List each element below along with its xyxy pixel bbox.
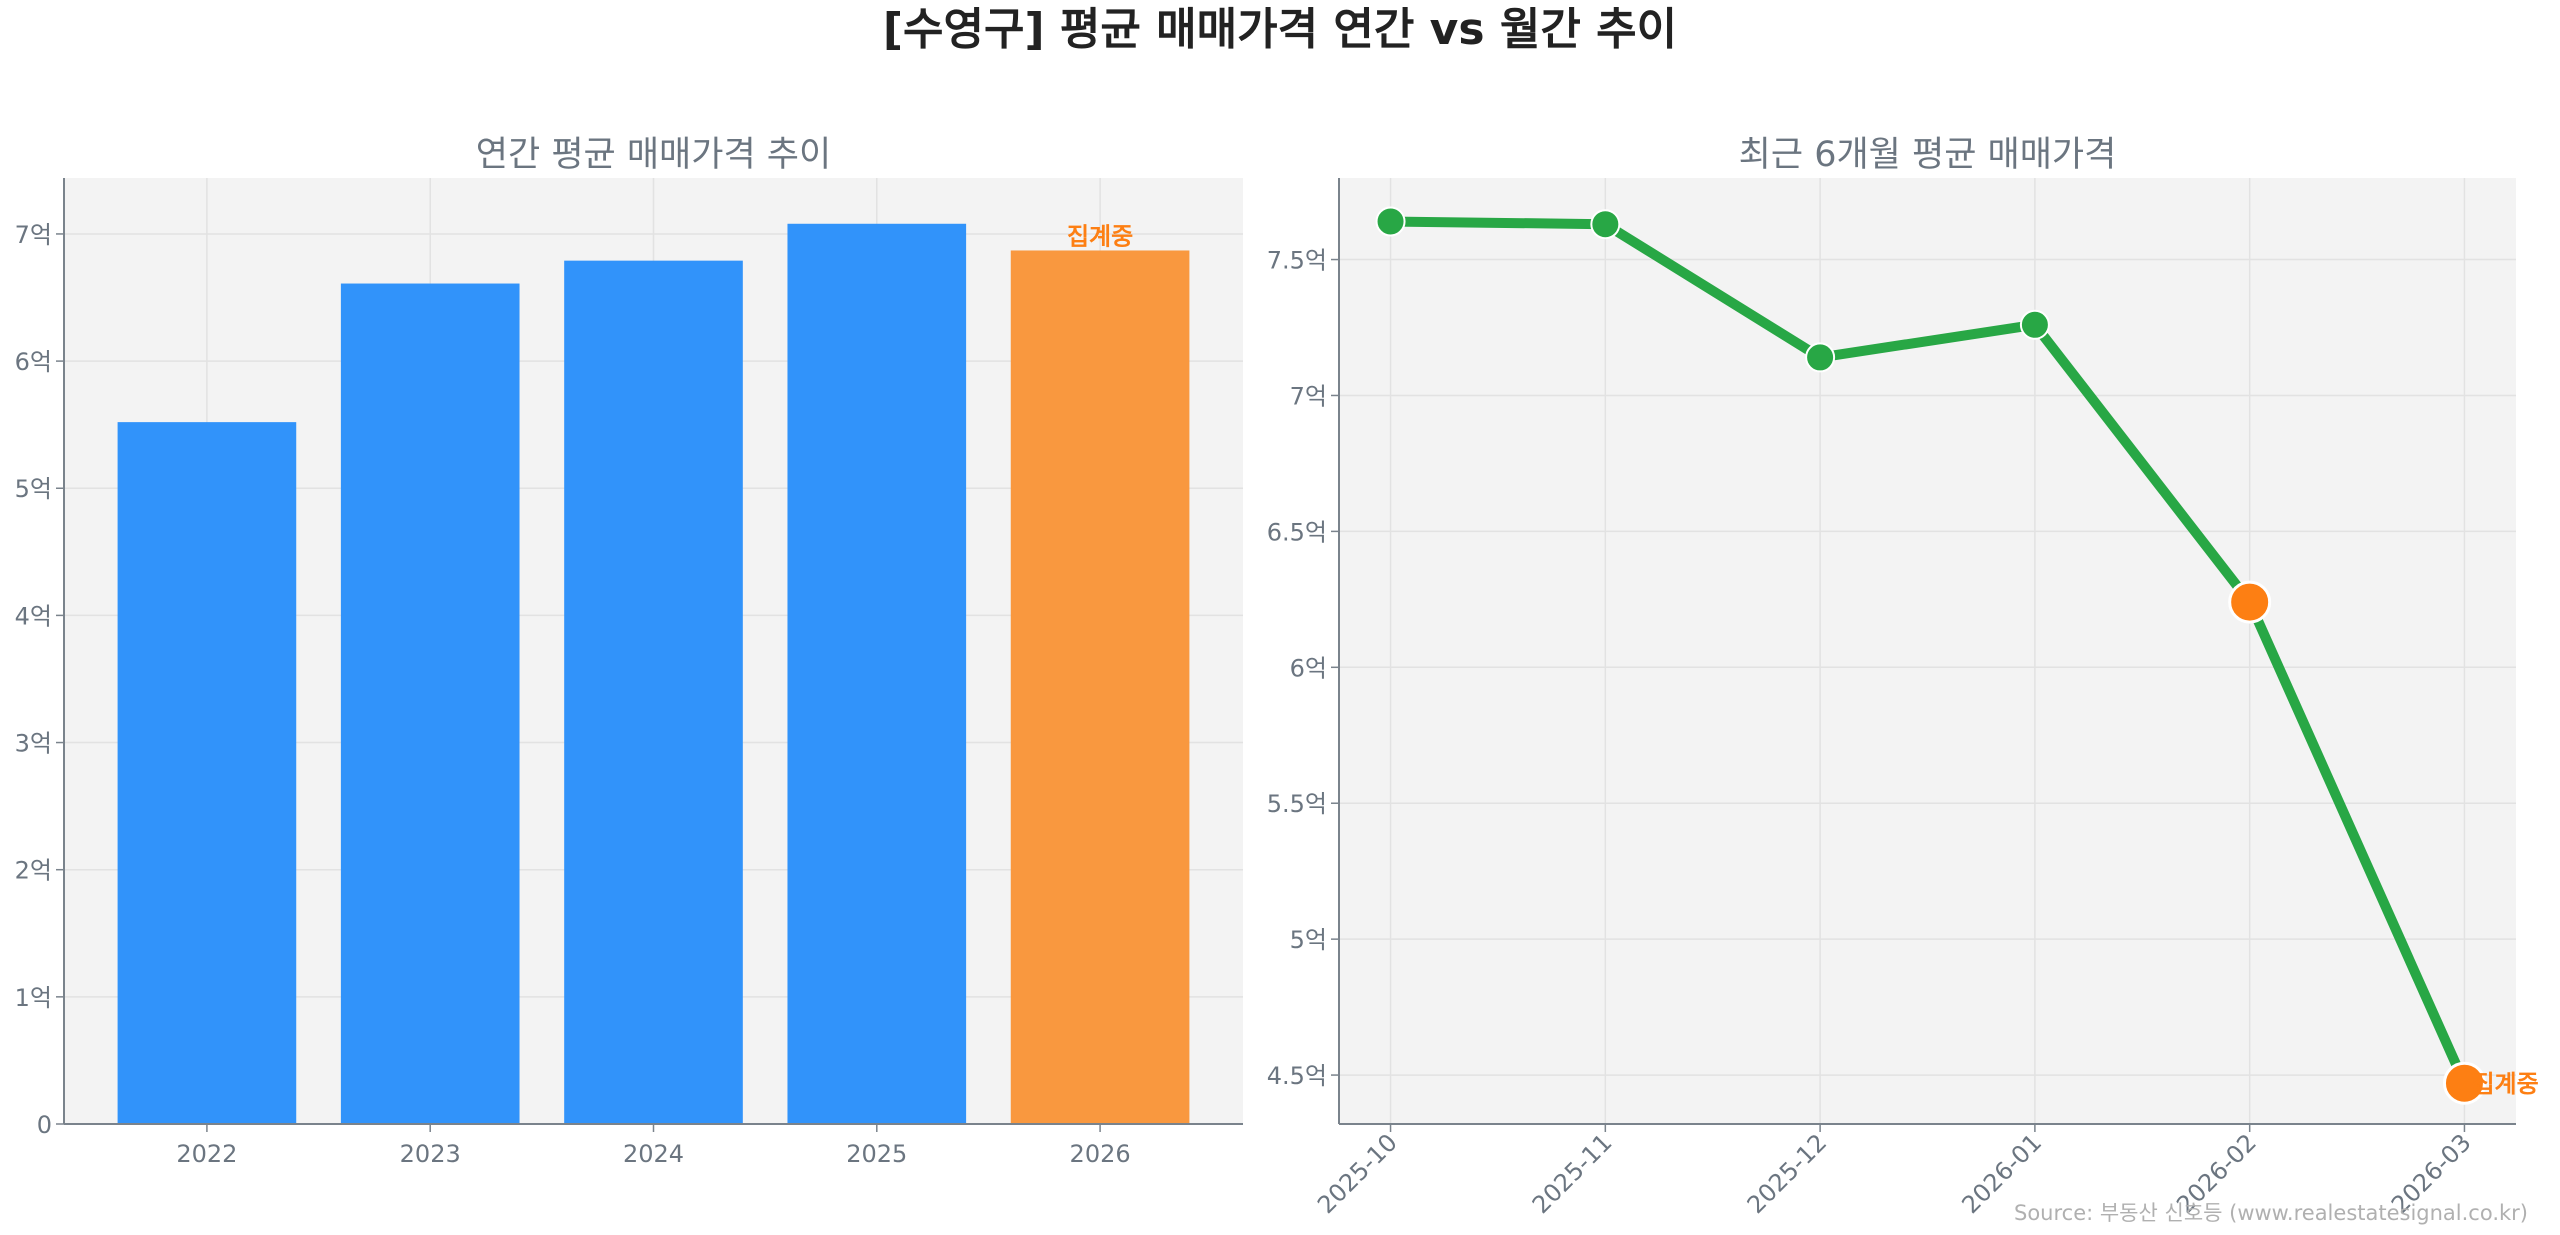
y-tick-label: 4억 bbox=[15, 602, 52, 630]
y-tick-label: 2억 bbox=[15, 857, 52, 885]
chart-title: 연간 평균 매매가격 추이 bbox=[476, 135, 831, 175]
y-tick-label: 0 bbox=[37, 1111, 52, 1139]
x-tick-label: 2022 bbox=[176, 1140, 237, 1168]
bar-2022 bbox=[117, 422, 297, 1124]
data-point-2026-01 bbox=[2019, 309, 2050, 340]
y-tick-label: 7.5억 bbox=[1267, 247, 1327, 275]
plot-area bbox=[1339, 178, 2516, 1124]
bar-2023 bbox=[340, 283, 520, 1125]
x-tick-label: 2025-11 bbox=[1527, 1128, 1618, 1219]
x-tick-label: 2026 bbox=[1070, 1140, 1131, 1168]
data-point-2026-03 bbox=[2442, 1061, 2486, 1105]
pending-label: 집계중 bbox=[2472, 1070, 2538, 1098]
y-tick-label: 7억 bbox=[1290, 382, 1327, 410]
y-tick-label: 1억 bbox=[15, 984, 52, 1012]
data-point-2025-12 bbox=[1805, 342, 1836, 373]
y-tick-label: 5억 bbox=[15, 475, 52, 503]
x-tick-label: 2024 bbox=[623, 1140, 684, 1168]
data-point-2025-10 bbox=[1375, 206, 1406, 237]
chart-title: 최근 6개월 평균 매매가격 bbox=[1739, 135, 2117, 175]
x-tick-label: 2023 bbox=[400, 1140, 461, 1168]
source-text: Source: 부동산 신호등 (www.realestatesignal.co… bbox=[2014, 1201, 2528, 1225]
y-tick-label: 6.5억 bbox=[1267, 518, 1327, 546]
figure-title: [수영구] 평균 매매가격 연간 vs 월간 추이 bbox=[883, 4, 1677, 55]
y-tick-label: 3억 bbox=[15, 730, 52, 758]
x-tick-label: 2025-10 bbox=[1312, 1128, 1403, 1219]
bar-2025 bbox=[787, 223, 967, 1125]
data-point-2025-11 bbox=[1590, 209, 1621, 240]
data-point-2026-02 bbox=[2228, 580, 2272, 624]
pending-label: 집계중 bbox=[1067, 222, 1133, 250]
y-tick-label: 4.5억 bbox=[1267, 1062, 1327, 1090]
y-tick-label: 7억 bbox=[15, 221, 52, 249]
y-tick-label: 6억 bbox=[15, 348, 52, 376]
bar-2026 bbox=[1010, 250, 1190, 1124]
bar-2024 bbox=[564, 260, 743, 1125]
monthly-line-chart: 최근 6개월 평균 매매가격 4.5억 5억 5.5억 6억 6.5억 7억 7.5억 2025… bbox=[1267, 135, 2539, 1219]
x-tick-label: 2025-12 bbox=[1742, 1128, 1833, 1219]
annual-bar-chart: 연간 평균 매매가격 추이 0 1억 2억 3억 4억 5억 6억 7억 2022 2023 2024… bbox=[15, 135, 1243, 1168]
y-tick-label: 5억 bbox=[1290, 926, 1327, 954]
y-tick-label: 5.5억 bbox=[1267, 790, 1327, 818]
x-tick-label: 2025 bbox=[846, 1140, 907, 1168]
price-line bbox=[1390, 216, 2470, 1086]
y-tick-label: 6억 bbox=[1290, 654, 1327, 682]
